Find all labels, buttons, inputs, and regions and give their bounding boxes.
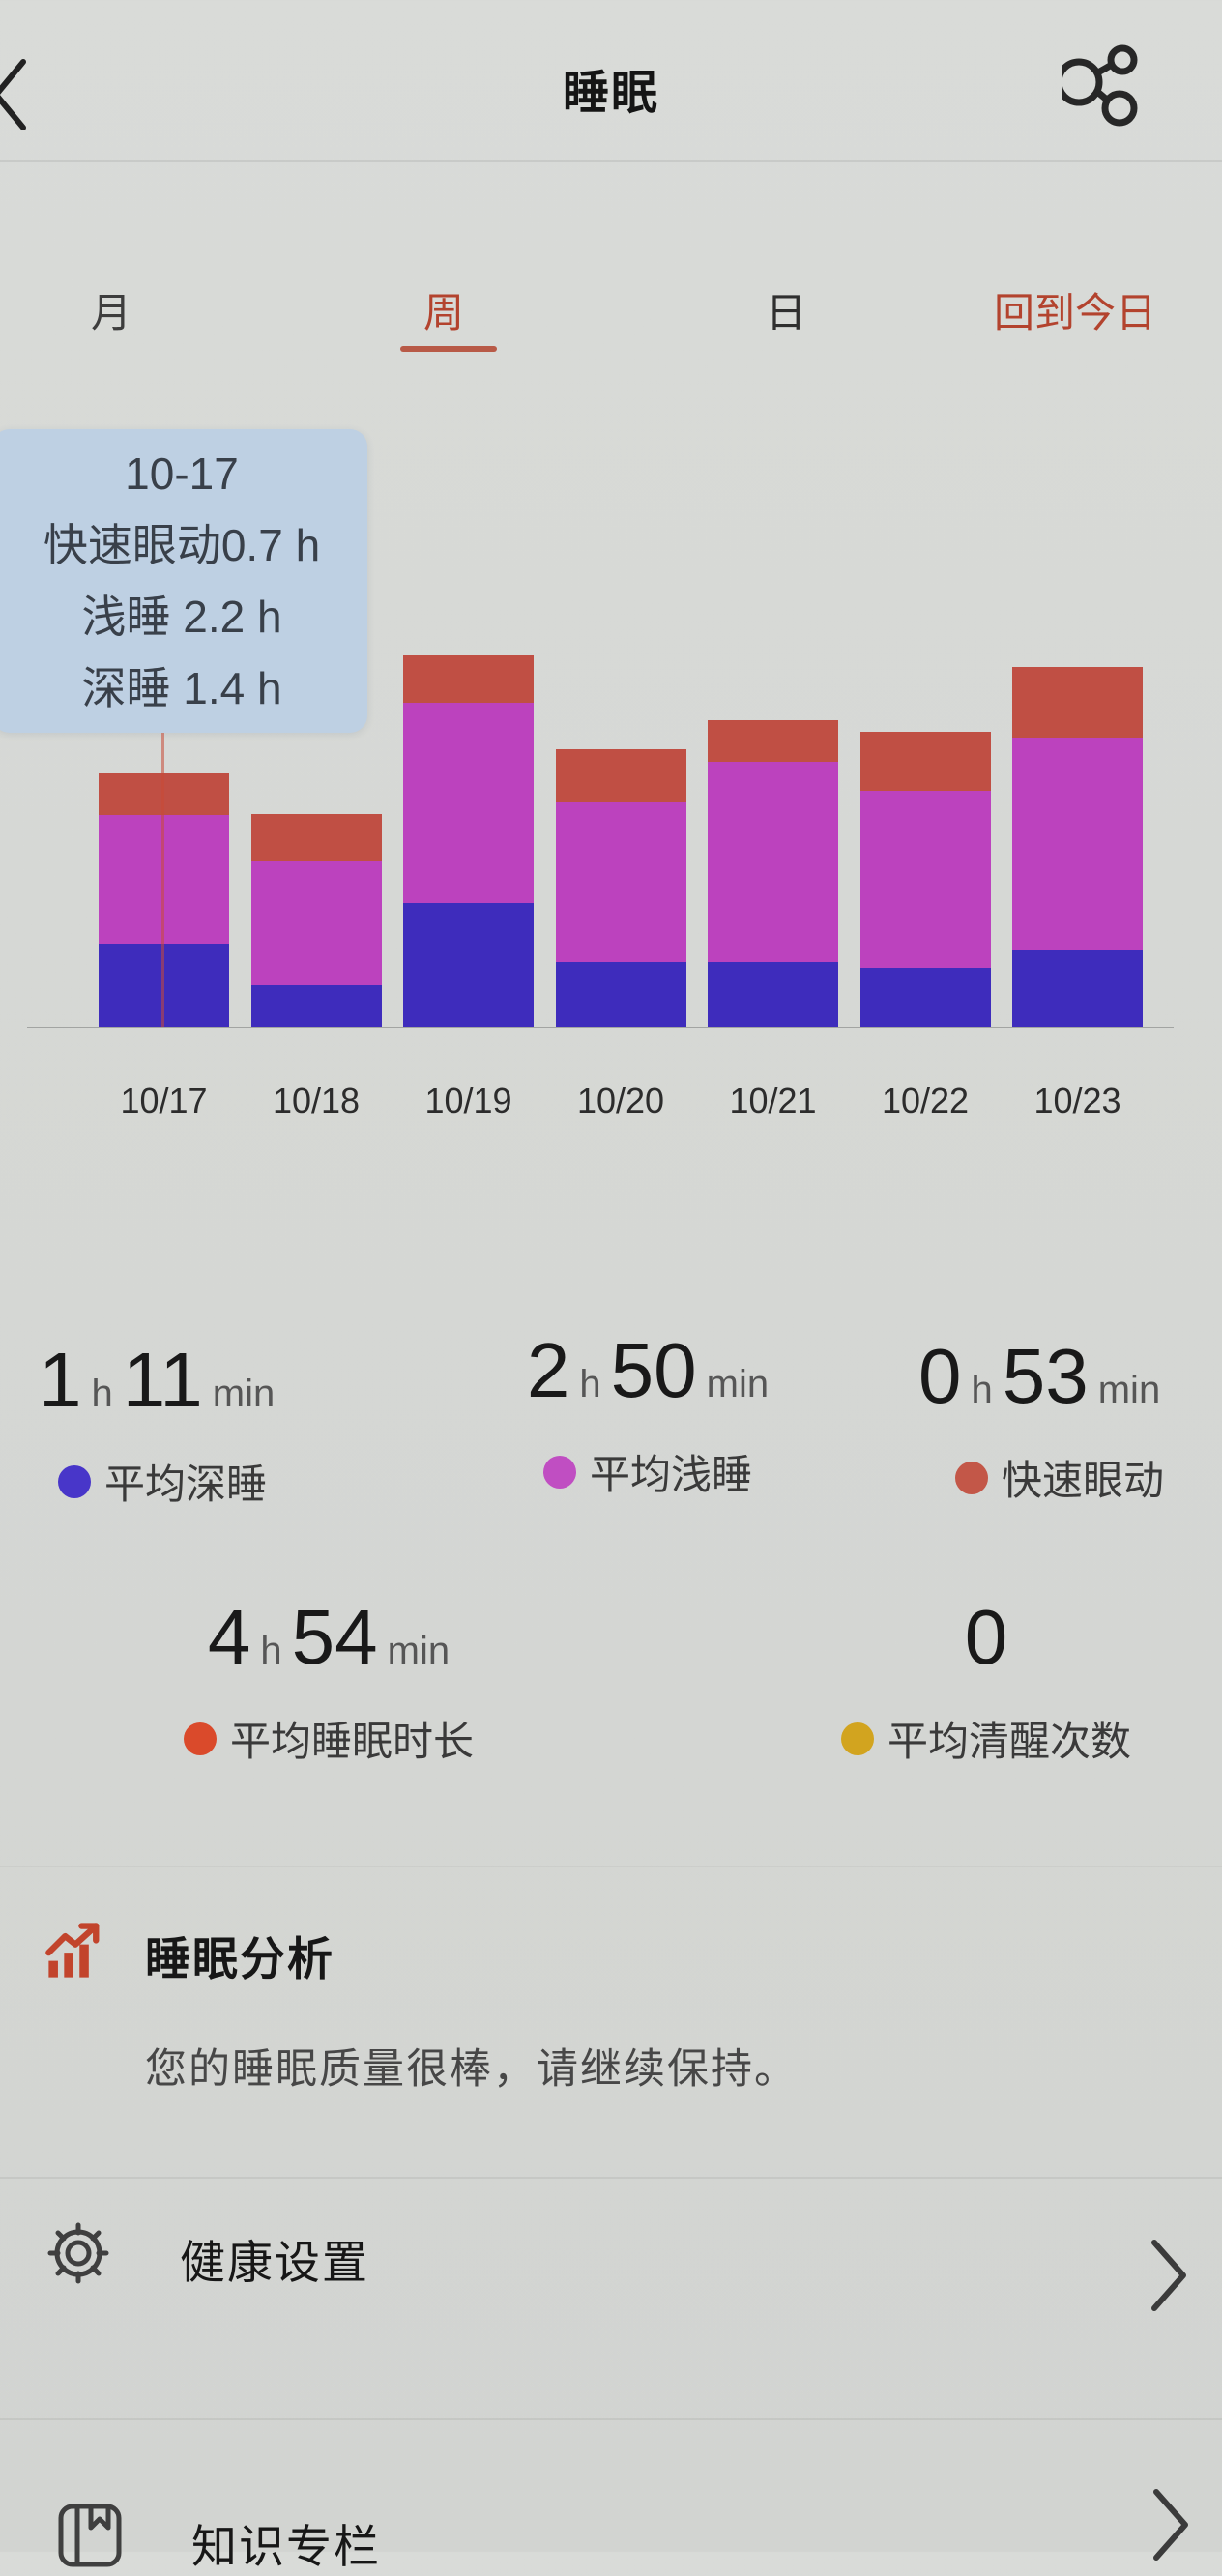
stat-avg-deep-sleep: 1 h 11 min 平均深睡 bbox=[39, 1336, 275, 1511]
health-settings-row[interactable] bbox=[1147, 2237, 1191, 2314]
segment-浅睡 bbox=[708, 762, 838, 962]
stat-value-hours: 2 bbox=[526, 1327, 570, 1413]
segment-浅睡 bbox=[250, 861, 382, 985]
stat-unit-h: h bbox=[260, 1630, 282, 1672]
x-axis-label: 10/19 bbox=[424, 1081, 512, 1120]
x-axis-label: 10/20 bbox=[576, 1081, 665, 1120]
knowledge-row[interactable] bbox=[1149, 2486, 1193, 2563]
rem-dot bbox=[955, 1461, 988, 1494]
tab-month[interactable]: 月 bbox=[91, 290, 132, 335]
segment-快速眼动 bbox=[708, 720, 838, 762]
tooltip-pointer-line bbox=[161, 733, 164, 1027]
back-button[interactable] bbox=[0, 54, 33, 135]
chart-tooltip: 10-17 快速眼动0.7 h 浅睡 2.2 h 深睡 1.4 h bbox=[0, 429, 367, 733]
header-divider bbox=[0, 160, 1222, 162]
stat-value-count: 0 bbox=[964, 1594, 1008, 1680]
x-axis-label: 10/22 bbox=[881, 1081, 970, 1120]
knowledge-book-icon bbox=[56, 2502, 124, 2569]
sleep-bar-chart[interactable] bbox=[99, 619, 1143, 1027]
segment-浅睡 bbox=[555, 802, 686, 962]
stat-label: 平均深睡 bbox=[104, 1462, 268, 1507]
deep-sleep-dot bbox=[58, 1464, 91, 1498]
back-to-today-button[interactable]: 回到今日 bbox=[994, 290, 1157, 335]
tooltip-rem-line: 快速眼动0.7 h bbox=[43, 520, 321, 570]
chart-baseline-axis bbox=[27, 619, 1174, 1028]
x-axis-label: 10/21 bbox=[729, 1081, 817, 1120]
stat-unit-min: min bbox=[706, 1363, 770, 1405]
sleep-analysis-title: 睡眠分析 bbox=[145, 1933, 335, 1984]
stat-value-mins: 11 bbox=[122, 1337, 203, 1423]
segment-浅睡 bbox=[403, 703, 534, 903]
segment-快速眼动 bbox=[1012, 667, 1143, 738]
bar-10/19[interactable] bbox=[403, 655, 534, 1027]
stat-label: 平均浅睡 bbox=[589, 1452, 752, 1497]
stat-unit-min: min bbox=[1097, 1369, 1161, 1411]
segment-深睡 bbox=[1012, 950, 1143, 1027]
x-axis-label: 10/23 bbox=[1033, 1081, 1121, 1120]
segment-浅睡 bbox=[859, 791, 991, 968]
stat-avg-rem: 0 h 53 min 快速眼动 bbox=[918, 1332, 1218, 1507]
knowledge-column-label: 知识专栏 bbox=[191, 2521, 381, 2572]
segment-深睡 bbox=[250, 985, 382, 1027]
bar-10/18[interactable] bbox=[250, 814, 382, 1027]
segment-深睡 bbox=[555, 962, 686, 1027]
sleep-duration-dot bbox=[183, 1722, 217, 1755]
page-title: 睡眠 bbox=[562, 68, 659, 119]
light-sleep-dot bbox=[542, 1455, 576, 1489]
sleep-analysis-message: 您的睡眠质量很棒，请继续保持。 bbox=[145, 2046, 798, 2093]
section-divider bbox=[0, 2418, 1222, 2420]
x-axis-labels: 10/17 10/18 10/19 10/20 10/21 10/22 10/23 bbox=[99, 1081, 1143, 1121]
segment-深睡 bbox=[403, 903, 534, 1027]
tooltip-deep-line: 深睡 1.4 h bbox=[81, 663, 282, 713]
stat-unit-h: h bbox=[971, 1369, 993, 1411]
bar-10/23[interactable] bbox=[1012, 667, 1143, 1027]
segment-浅睡 bbox=[1012, 738, 1143, 950]
back-chevron-icon bbox=[0, 59, 26, 130]
stat-value-mins: 54 bbox=[291, 1594, 378, 1680]
share-icon bbox=[1062, 44, 1138, 127]
segment-快速眼动 bbox=[403, 655, 534, 703]
stat-unit-h: h bbox=[579, 1363, 601, 1405]
stat-avg-light-sleep: 2 h 50 min 平均浅睡 bbox=[445, 1326, 851, 1501]
sleep-analysis-icon bbox=[43, 1918, 108, 1983]
tab-day[interactable]: 日 bbox=[766, 290, 807, 335]
tab-week-underline bbox=[400, 346, 497, 352]
bar-10/21[interactable] bbox=[708, 720, 838, 1027]
stat-label: 快速眼动 bbox=[1002, 1458, 1165, 1503]
stat-label: 平均清醒次数 bbox=[887, 1719, 1131, 1764]
stat-avg-wake-count: 0 平均清醒次数 bbox=[793, 1593, 1179, 1768]
segment-深睡 bbox=[859, 968, 991, 1027]
section-divider bbox=[0, 1866, 1222, 1867]
tooltip-light-line: 浅睡 2.2 h bbox=[81, 592, 282, 642]
segment-快速眼动 bbox=[555, 749, 686, 802]
wake-count-dot bbox=[840, 1722, 874, 1755]
section-divider bbox=[0, 2177, 1222, 2179]
chevron-right-icon bbox=[1153, 2489, 1188, 2561]
stat-avg-sleep-duration: 4 h 54 min 平均睡眠时长 bbox=[126, 1593, 532, 1768]
x-axis-label: 10/18 bbox=[272, 1081, 361, 1120]
segment-快速眼动 bbox=[859, 732, 991, 791]
health-settings-label: 健康设置 bbox=[180, 2237, 369, 2288]
segment-深睡 bbox=[708, 962, 838, 1027]
tooltip-date: 10-17 bbox=[125, 449, 239, 499]
gear-icon bbox=[46, 2221, 110, 2285]
stat-unit-h: h bbox=[91, 1373, 113, 1415]
stat-value-mins: 53 bbox=[1002, 1333, 1089, 1419]
stat-value-mins: 50 bbox=[610, 1327, 697, 1413]
stat-value-hours: 0 bbox=[918, 1333, 962, 1419]
share-button[interactable] bbox=[1062, 29, 1168, 135]
stat-value-hours: 1 bbox=[39, 1337, 82, 1423]
chevron-right-icon bbox=[1151, 2240, 1186, 2311]
stat-unit-min: min bbox=[212, 1373, 276, 1415]
stat-value-hours: 4 bbox=[207, 1594, 251, 1680]
bar-10/20[interactable] bbox=[555, 749, 686, 1027]
tab-week[interactable]: 周 bbox=[423, 290, 465, 335]
stat-unit-min: min bbox=[387, 1630, 451, 1672]
x-axis-label: 10/17 bbox=[120, 1081, 208, 1120]
stat-label: 平均睡眠时长 bbox=[229, 1719, 474, 1764]
bar-10/22[interactable] bbox=[859, 732, 991, 1027]
segment-快速眼动 bbox=[250, 814, 382, 861]
